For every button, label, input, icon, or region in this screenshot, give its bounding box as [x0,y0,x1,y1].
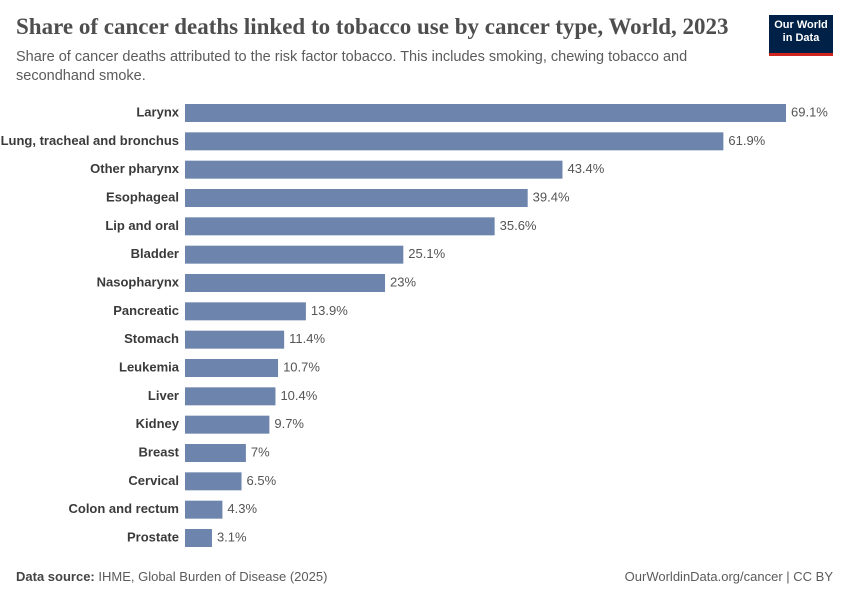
category-label: Cervical [128,473,179,488]
value-label: 43.4% [567,161,604,176]
bar [185,245,404,264]
category-label: Liver [148,388,179,403]
value-label: 10.4% [280,388,317,403]
category-label: Stomach [124,331,179,346]
chart-title: Share of cancer deaths linked to tobacco… [16,14,729,39]
bar [185,529,212,547]
category-label: Lip and oral [105,218,179,233]
value-label: 4.3% [227,501,257,516]
value-label: 11.4% [289,331,325,346]
category-label: Colon and rectum [68,501,179,516]
bar [185,274,386,292]
bar [185,387,276,406]
category-label: Other pharynx [90,161,180,176]
bar [185,217,495,236]
bar [185,472,242,491]
bar [185,302,306,321]
source-label: Data source: [16,569,95,584]
category-label: Bladder [131,246,179,261]
value-label: 25.1% [408,246,445,261]
value-label: 13.9% [311,303,348,318]
value-label: 6.5% [247,473,277,488]
logo-line: in Data [782,32,820,44]
logo[interactable]: Our World in Data [769,15,833,56]
value-label: 3.1% [217,529,247,544]
bar [185,359,279,377]
bar [185,415,270,434]
value-label: 10.7% [283,359,320,374]
category-label: Leukemia [119,359,180,374]
value-label: 23% [390,274,416,289]
category-label: Kidney [136,416,180,431]
category-label: Breast [139,444,180,459]
category-label: Nasopharynx [97,274,180,289]
category-label: Esophageal [106,189,179,204]
category-label: Pancreatic [113,303,179,318]
value-label: 39.4% [533,189,570,204]
value-label: 69.1% [791,104,828,119]
value-label: 7% [251,444,270,459]
category-label: Prostate [127,529,179,544]
logo-line: Our World [774,19,828,31]
category-label: Larynx [136,104,179,119]
bar [185,104,786,122]
value-label: 9.7% [274,416,304,431]
source: IHME, Global Burden of Disease (2025) [98,569,328,584]
bar [185,160,563,179]
bar [185,330,285,349]
category-label: Lung, tracheal and bronchus [1,133,179,148]
bar [185,444,246,462]
footer-url[interactable]: OurWorldinData.org/cancer | CC BY [624,569,833,584]
value-label: 61.9% [728,133,765,148]
bar [185,132,724,151]
chart-subtitle: Share of cancer deaths attributed to the… [16,49,688,84]
source-note: Data source: IHME, Global Burden of Dise… [16,569,327,584]
bar [185,500,223,519]
value-label: 35.6% [500,218,537,233]
bar [185,189,528,207]
